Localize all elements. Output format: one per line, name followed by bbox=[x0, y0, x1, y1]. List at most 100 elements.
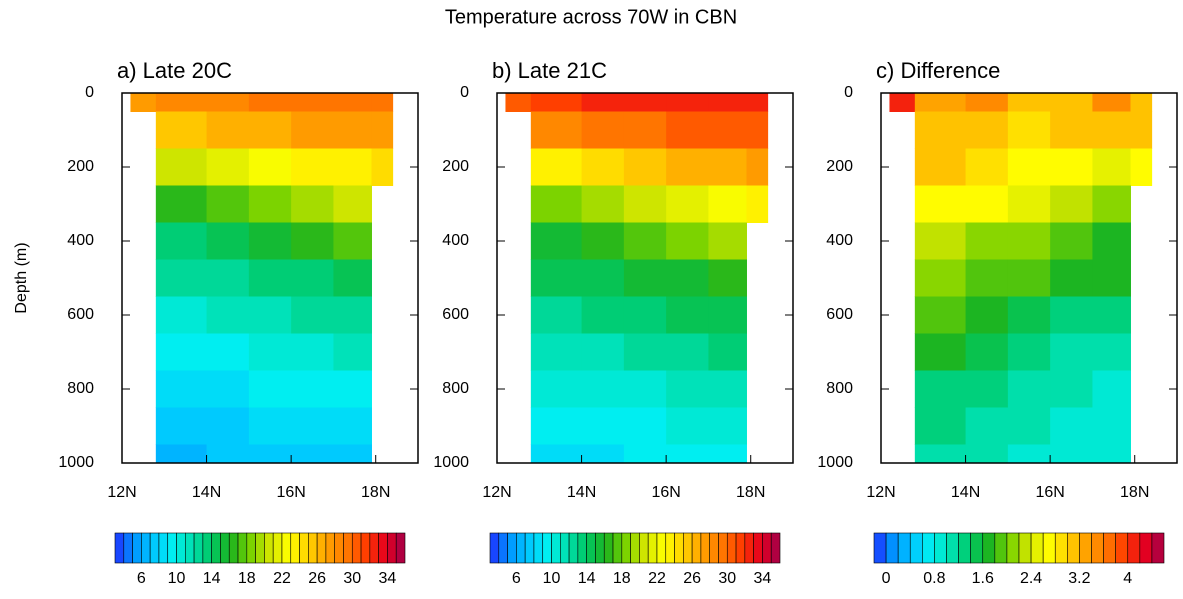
cell bbox=[248, 444, 292, 464]
cell bbox=[291, 185, 334, 223]
cell bbox=[914, 111, 967, 149]
cell bbox=[333, 259, 372, 297]
cell bbox=[291, 444, 334, 464]
colorbar-box bbox=[1054, 532, 1068, 564]
y-tick-label: 400 bbox=[67, 232, 94, 249]
cell bbox=[708, 111, 747, 149]
y-axis-label: Depth (m) bbox=[13, 242, 30, 313]
colorbar-box bbox=[123, 532, 133, 564]
colorbar-box bbox=[656, 532, 667, 564]
cell bbox=[333, 111, 372, 149]
cell bbox=[1130, 111, 1153, 149]
plot-frame bbox=[880, 92, 1178, 464]
cell bbox=[248, 148, 292, 186]
cell bbox=[708, 333, 747, 371]
cell bbox=[1092, 148, 1131, 186]
cell bbox=[623, 222, 667, 260]
cell bbox=[206, 370, 250, 408]
cell bbox=[965, 185, 1009, 223]
cell bbox=[581, 444, 625, 464]
cell bbox=[708, 185, 747, 223]
cell bbox=[371, 111, 394, 149]
panel-title: a) Late 20C bbox=[117, 58, 232, 83]
colorbar-box bbox=[542, 532, 552, 564]
colorbar-box bbox=[351, 532, 362, 564]
cell bbox=[206, 111, 250, 149]
colorbar-box bbox=[1151, 532, 1165, 564]
cell bbox=[708, 93, 747, 112]
colorbar-box bbox=[1139, 532, 1153, 564]
cell bbox=[371, 93, 394, 112]
colorbar-box bbox=[264, 532, 274, 564]
page-title: Temperature across 70W in CBN bbox=[445, 6, 737, 28]
x-tick-label: 16N bbox=[1035, 484, 1064, 501]
y-tick-label: 200 bbox=[442, 158, 469, 175]
x-tick-label: 12N bbox=[107, 484, 136, 501]
cell bbox=[581, 259, 625, 297]
colorbar-box bbox=[647, 532, 658, 564]
cell bbox=[530, 333, 583, 371]
cell bbox=[1050, 333, 1093, 371]
colorbar-box bbox=[700, 532, 710, 564]
x-tick-label: 12N bbox=[482, 484, 511, 501]
colorbar-box bbox=[1042, 532, 1056, 564]
colorbar-box bbox=[683, 532, 693, 564]
y-tick-label: 1000 bbox=[433, 454, 469, 471]
colorbar-box bbox=[281, 532, 292, 564]
cell bbox=[371, 148, 394, 186]
colorbar-box bbox=[1030, 532, 1044, 564]
cell bbox=[914, 296, 967, 334]
cell bbox=[291, 111, 334, 149]
y-tick-label: 600 bbox=[67, 306, 94, 323]
cell bbox=[1092, 407, 1131, 445]
cell bbox=[155, 407, 208, 445]
colorbar-box bbox=[360, 532, 371, 564]
cell bbox=[333, 222, 372, 260]
cell bbox=[333, 333, 372, 371]
x-tick-label: 18N bbox=[1120, 484, 1149, 501]
colorbar-box bbox=[958, 532, 971, 564]
colorbar-label: 34 bbox=[379, 570, 397, 587]
cell bbox=[248, 259, 292, 297]
colorbar-box bbox=[378, 532, 388, 564]
colorbar-label: 4 bbox=[1123, 570, 1132, 587]
y-tick-label: 0 bbox=[844, 84, 853, 101]
cell bbox=[1007, 148, 1051, 186]
colorbar-box bbox=[1018, 532, 1032, 564]
colorbar-box bbox=[149, 532, 160, 564]
y-tick-label: 1000 bbox=[58, 454, 94, 471]
cell bbox=[248, 407, 292, 445]
colorbar-box bbox=[665, 532, 675, 564]
colorbar-label: 1.6 bbox=[972, 570, 994, 587]
cell bbox=[155, 111, 208, 149]
colorbar-box bbox=[255, 532, 265, 564]
colorbar-label: 0 bbox=[882, 570, 891, 587]
cell bbox=[965, 370, 1009, 408]
cell bbox=[530, 222, 583, 260]
cell bbox=[708, 148, 747, 186]
x-tick-label: 16N bbox=[651, 484, 680, 501]
colorbar-box bbox=[220, 532, 230, 564]
cell bbox=[1050, 111, 1093, 149]
colorbar-box bbox=[308, 532, 318, 564]
cell bbox=[1050, 444, 1093, 464]
cell bbox=[965, 296, 1009, 334]
colorbar-box bbox=[639, 532, 649, 564]
cell bbox=[333, 185, 372, 223]
cell bbox=[206, 296, 250, 334]
cell bbox=[914, 370, 967, 408]
cell bbox=[155, 370, 208, 408]
cell bbox=[333, 93, 372, 112]
cell bbox=[914, 333, 967, 371]
colorbar-label: 6 bbox=[137, 570, 146, 587]
cell bbox=[1050, 222, 1093, 260]
cell bbox=[1050, 185, 1093, 223]
cell bbox=[708, 370, 747, 408]
colorbar-box bbox=[873, 532, 887, 564]
cell bbox=[1092, 370, 1131, 408]
cell bbox=[1050, 259, 1093, 297]
cell bbox=[1092, 93, 1131, 112]
cell bbox=[1050, 370, 1093, 408]
cell bbox=[248, 333, 292, 371]
cell bbox=[291, 407, 334, 445]
